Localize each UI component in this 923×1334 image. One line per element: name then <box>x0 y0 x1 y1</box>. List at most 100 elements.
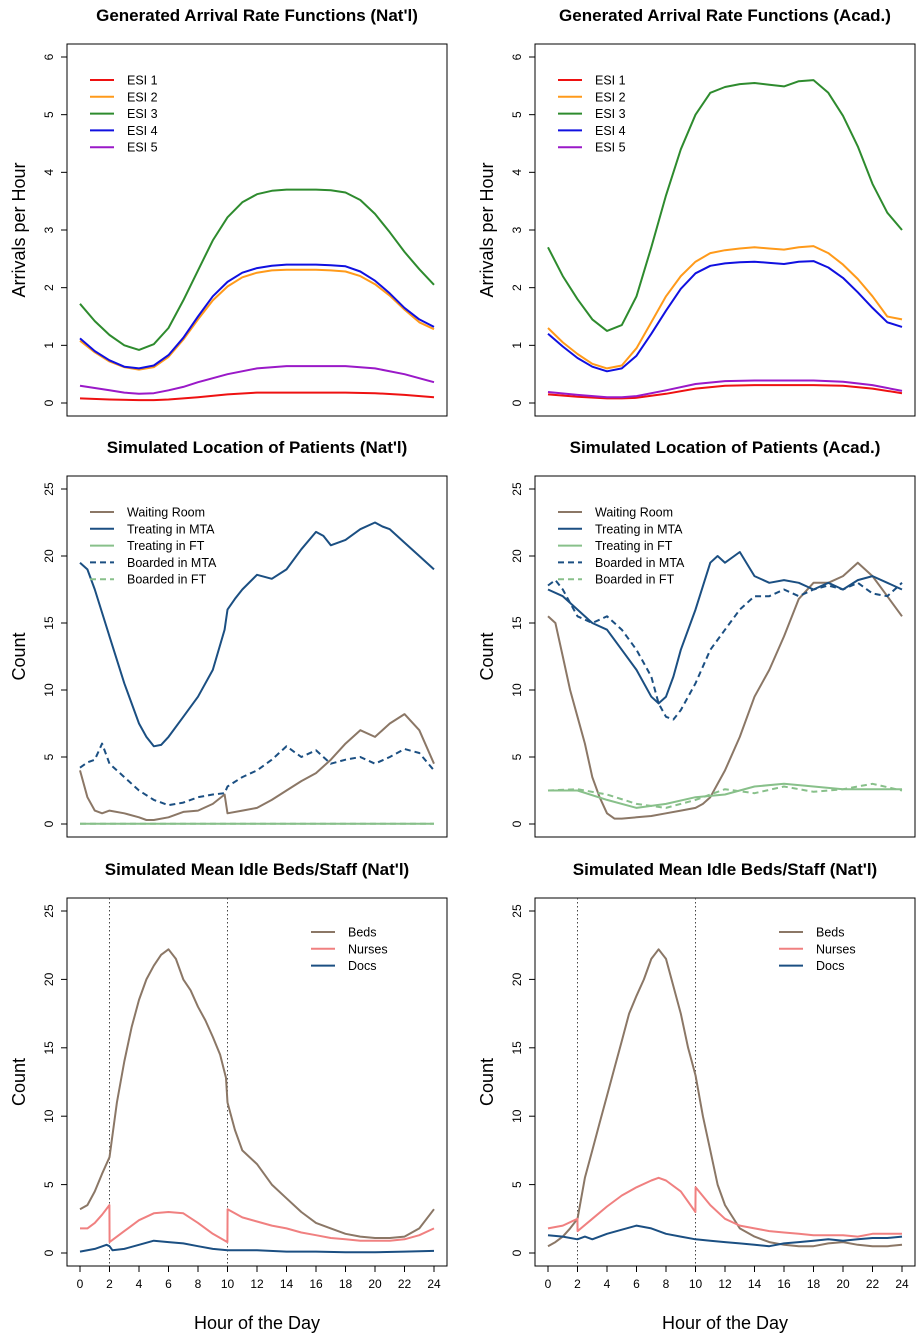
p1-ylabel: Arrivals per Hour <box>9 162 29 297</box>
p6-ylabel: Count <box>477 1058 497 1106</box>
p4-ytick-label-10: 10 <box>510 683 524 697</box>
p2-ytick-label-4: 4 <box>510 169 524 176</box>
p2-ytick-label-2: 2 <box>510 284 524 291</box>
p2-legend-label-esi-1: ESI 1 <box>595 74 626 88</box>
p5-xtick-label-20: 20 <box>368 1277 382 1291</box>
p4-ylabel: Count <box>477 632 497 680</box>
p1-plot-frame <box>66 43 448 417</box>
p6-legend-label-nurses: Nurses <box>816 942 856 956</box>
p1-legend-label-esi-4: ESI 4 <box>127 124 158 138</box>
p4-series-boarded-in-ft <box>547 782 903 809</box>
p6-panel: Simulated Mean Idle Beds/Staff (Nat'l) 0 5… <box>477 860 916 1333</box>
p6-xtick-label-10: 10 <box>689 1277 703 1291</box>
p4-plot-frame <box>534 475 916 838</box>
p2-series-esi-2 <box>547 245 903 370</box>
p5-legend-label-beds: Beds <box>348 926 377 940</box>
p6-title: Simulated Mean Idle Beds/Staff (Nat'l) <box>573 860 877 879</box>
p2-legend-label-esi-5: ESI 5 <box>595 141 626 155</box>
p4-legend-label-treating-in-mta: Treating in MTA <box>595 522 683 536</box>
p1-ytick-label-0: 0 <box>42 399 56 406</box>
p5-ytick-label-25: 25 <box>42 904 56 918</box>
p5-xtick-label-18: 18 <box>339 1277 353 1291</box>
p5-ytick-label-15: 15 <box>42 1041 56 1055</box>
p4-panel: Simulated Location of Patients (Acad.) 0 5… <box>477 438 916 838</box>
p5-ytick-label-0: 0 <box>42 1249 56 1256</box>
p4-series-boarded-in-mta <box>547 579 903 721</box>
p2-ylabel: Arrivals per Hour <box>477 162 497 297</box>
p2-series-esi-3 <box>547 79 903 332</box>
p5-xtick-label-12: 12 <box>250 1277 264 1291</box>
p6-xtick-label-14: 14 <box>748 1277 762 1291</box>
p6-ytick-label-10: 10 <box>510 1109 524 1123</box>
p3-legend-label-boarded-in-mta: Boarded in MTA <box>127 556 217 570</box>
p1-ytick-label-5: 5 <box>42 111 56 118</box>
p5-plot-frame <box>66 897 448 1267</box>
p5-series-beds <box>79 948 435 1239</box>
p4-title: Simulated Location of Patients (Acad.) <box>570 438 881 457</box>
p6-xtick-label-12: 12 <box>718 1277 732 1291</box>
p1-series-esi-3 <box>79 188 435 351</box>
p4-series-treating-in-mta <box>547 551 903 705</box>
p3-ytick-label-10: 10 <box>42 683 56 697</box>
p2-ytick-label-6: 6 <box>510 53 524 60</box>
p3-legend-label-treating-in-ft: Treating in FT <box>127 539 205 553</box>
p6-series-nurses <box>547 1176 902 1238</box>
p1-series-esi-1 <box>79 391 435 402</box>
p2-ytick-label-0: 0 <box>510 399 524 406</box>
p3-ytick-label-20: 20 <box>42 549 56 563</box>
p5-legend-label-nurses: Nurses <box>348 942 388 956</box>
p5-ytick-label-10: 10 <box>42 1109 56 1123</box>
p6-ytick-label-20: 20 <box>510 972 524 986</box>
p6-xtick-label-24: 24 <box>895 1277 909 1291</box>
p3-series-treating-in-mta <box>79 521 435 748</box>
p4-series-waiting-room <box>547 561 903 820</box>
p1-legend-label-esi-3: ESI 3 <box>127 107 158 121</box>
p5-xtick-label-4: 4 <box>136 1277 143 1291</box>
p4-legend-label-treating-in-ft: Treating in FT <box>595 539 673 553</box>
p5-xtick-label-14: 14 <box>280 1277 294 1291</box>
p5-ylabel: Count <box>9 1058 29 1106</box>
p6-series-beds <box>547 948 903 1248</box>
p2-title: Generated Arrival Rate Functions (Acad.) <box>559 6 891 25</box>
p1-ytick-label-6: 6 <box>42 53 56 60</box>
p3-ytick-label-0: 0 <box>42 820 56 827</box>
p3-legend-label-waiting-room: Waiting Room <box>127 506 205 520</box>
p2-legend-label-esi-2: ESI 2 <box>595 90 626 104</box>
p6-xtick-label-8: 8 <box>663 1277 670 1291</box>
p5-series-nurses <box>80 1204 435 1244</box>
p1-title: Generated Arrival Rate Functions (Nat'l) <box>96 6 418 25</box>
p1-series-esi-4 <box>79 263 435 370</box>
p1-series-esi-5 <box>79 365 435 395</box>
p6-ytick-label-25: 25 <box>510 904 524 918</box>
p4-series-treating-in-ft <box>548 782 902 809</box>
p6-xtick-label-16: 16 <box>777 1277 791 1291</box>
p6-xtick-label-4: 4 <box>604 1277 611 1291</box>
p4-legend-label-boarded-in-mta: Boarded in MTA <box>595 556 685 570</box>
p3-ytick-label-15: 15 <box>42 616 56 630</box>
p4-ytick-label-15: 15 <box>510 616 524 630</box>
p3-title: Simulated Location of Patients (Nat'l) <box>107 438 408 457</box>
p5-xtick-label-22: 22 <box>398 1277 412 1291</box>
p5-xtick-label-16: 16 <box>309 1277 323 1291</box>
p3-series-waiting-room <box>79 713 435 821</box>
p2-legend-label-esi-4: ESI 4 <box>595 124 626 138</box>
p1-legend-label-esi-1: ESI 1 <box>127 74 158 88</box>
p3-ytick-label-5: 5 <box>42 753 56 760</box>
p5-ytick-label-20: 20 <box>42 972 56 986</box>
p1-ytick-label-1: 1 <box>42 342 56 349</box>
p4-legend-label-boarded-in-ft: Boarded in FT <box>595 573 675 587</box>
p6-xlabel: Hour of the Day <box>662 1313 788 1333</box>
p5-series-docs <box>79 1239 435 1254</box>
p6-plot-frame <box>534 897 916 1267</box>
p3-ytick-label-25: 25 <box>42 482 56 496</box>
p2-ytick-label-5: 5 <box>510 111 524 118</box>
p5-xlabel: Hour of the Day <box>194 1313 320 1333</box>
p5-xtick-label-10: 10 <box>221 1277 235 1291</box>
p6-xtick-label-18: 18 <box>807 1277 821 1291</box>
p1-legend-label-esi-5: ESI 5 <box>127 141 158 155</box>
p3-series-boarded-in-mta <box>79 742 435 807</box>
p2-plot-frame <box>534 43 916 417</box>
p1-series-esi-2 <box>79 268 435 371</box>
p4-ytick-label-25: 25 <box>510 482 524 496</box>
